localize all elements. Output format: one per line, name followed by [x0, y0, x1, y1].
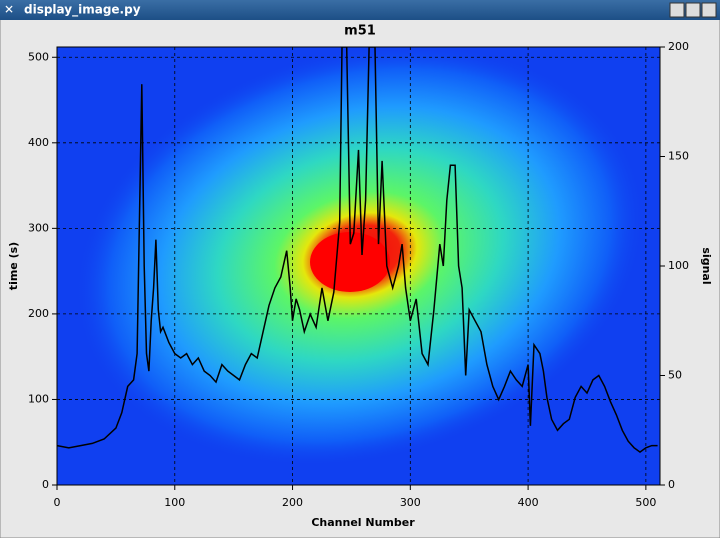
x-axis-label: Channel Number	[311, 516, 415, 529]
x-tick-label: 200	[282, 496, 303, 509]
x-tick-label: 500	[635, 496, 656, 509]
x-tick-label: 400	[518, 496, 539, 509]
chart-title: m51	[344, 24, 376, 39]
close-button[interactable]	[701, 2, 717, 18]
y2-tick-label: 50	[668, 369, 682, 382]
window-title: display_image.py	[24, 3, 141, 18]
y-tick-label: 0	[42, 478, 49, 491]
image	[57, 47, 660, 485]
y-tick-label: 400	[28, 136, 49, 149]
y2-tick-label: 0	[668, 478, 675, 491]
signal-line	[57, 47, 658, 454]
y-axis-label: time (s)	[7, 242, 20, 290]
y-tick-label: 500	[28, 50, 49, 63]
x-tick-label: 100	[164, 496, 185, 509]
x-tick-label: 0	[54, 496, 61, 509]
y2-tick-label: 200	[668, 40, 689, 53]
y-tick-label: 200	[28, 307, 49, 320]
y2-axis-label: signal	[700, 247, 713, 284]
window-icon[interactable]: ✕	[4, 3, 14, 17]
y-tick-label: 100	[28, 392, 49, 405]
y2-tick-label: 100	[668, 259, 689, 272]
maximize-button[interactable]	[685, 2, 701, 18]
minimize-button[interactable]	[669, 2, 685, 18]
y2-tick-label: 150	[668, 150, 689, 163]
x-tick-label: 300	[400, 496, 421, 509]
y-tick-label: 300	[28, 221, 49, 234]
title-bar	[0, 0, 720, 20]
